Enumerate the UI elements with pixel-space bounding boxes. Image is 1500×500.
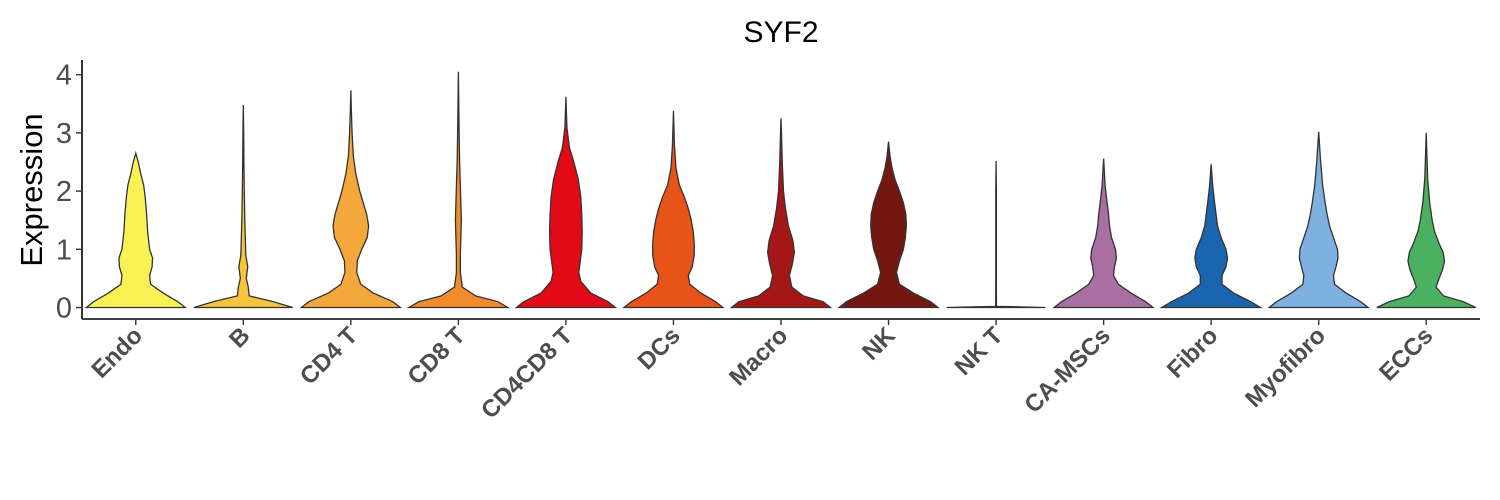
violin-eccs [1376,132,1476,309]
y-axis: 0 1 2 3 4 [56,60,83,325]
x-tick-label-b: B [224,322,255,353]
y-axis-label: Expression [14,113,49,266]
x-tick-label-nk-t: NK T [950,322,1009,381]
violin-fibro [1159,164,1264,309]
violin-cd4-t [299,90,403,309]
violin-cd4cd8-t [514,96,618,309]
x-axis: Endo B CD4 T CD8 T CD4CD8 T DCs Macro NK NK T CA-… [82,318,1480,424]
violin-endo [84,150,188,309]
x-tick-label-dcs: DCs [633,322,686,375]
violin-dcs [622,110,725,309]
violin-nk-t [946,160,1046,309]
violins-group [84,71,1476,309]
y-tick-label-1: 1 [56,234,72,266]
y-tick-label-2: 2 [56,176,72,208]
violin-macro [729,118,833,309]
x-tick-label-cd4-t: CD4 T [295,322,363,390]
violin-nk [837,141,940,309]
y-tick-label-4: 4 [56,60,72,92]
x-tick-label-fibro: Fibro [1162,322,1224,384]
x-tick-label-eccs: ECCs [1374,322,1438,386]
x-tick-label-ca-mscs: CA-MSCs [1019,322,1115,418]
violin-ca-mscs [1052,158,1155,309]
chart-title: SYF2 [743,16,818,49]
x-tick-label-endo: Endo [86,322,148,384]
x-tick-label-cd4cd8-t: CD4CD8 T [476,322,578,424]
x-tick-label-myofibro: Myofibro [1240,322,1331,413]
violin-myofibro [1267,131,1371,309]
x-tick-label-nk: NK [857,322,901,366]
x-tick-label-macro: Macro [724,322,793,391]
violin-b [193,104,293,309]
y-tick-label-0: 0 [56,293,72,325]
x-tick-label-cd8-t: CD8 T [403,322,471,390]
violin-cd8-t [406,71,511,309]
y-tick-label-3: 3 [56,118,72,150]
